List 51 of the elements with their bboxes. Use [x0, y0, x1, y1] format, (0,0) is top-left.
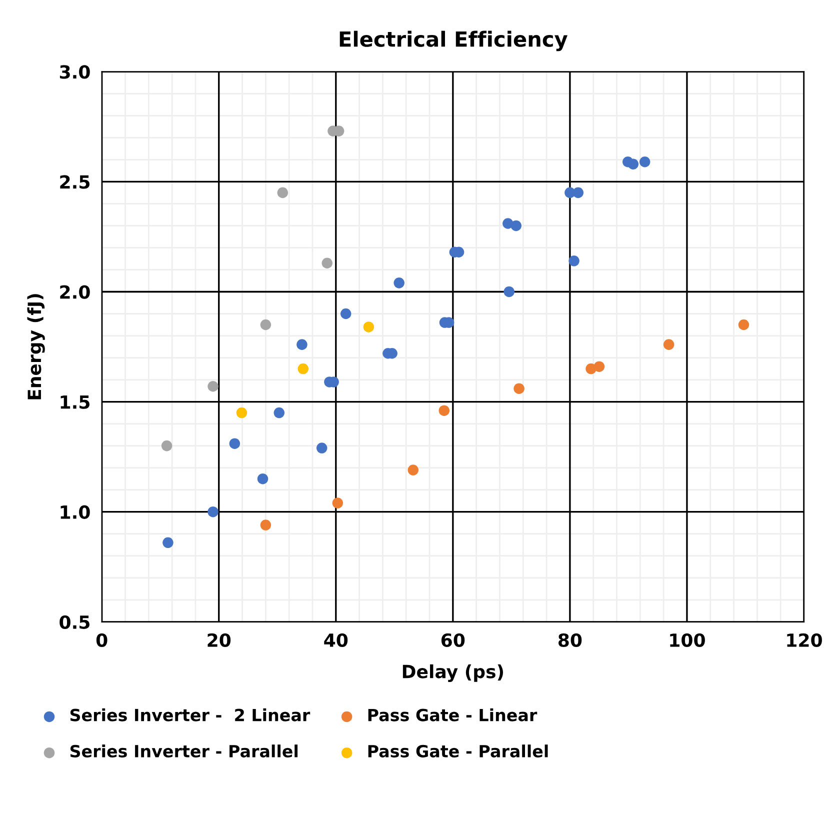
x-tick-label: 100 — [670, 633, 705, 647]
point — [208, 506, 218, 518]
point — [568, 256, 580, 266]
point — [340, 308, 352, 320]
legend-label: Pass Gate - Parallel — [368, 744, 548, 758]
point — [296, 339, 308, 350]
point — [504, 286, 514, 298]
point — [298, 363, 309, 374]
x-tick-label: 20 — [208, 633, 231, 647]
point — [260, 319, 272, 330]
point — [257, 473, 268, 484]
point — [663, 339, 674, 350]
y-axis-title: Energy (fJ) — [27, 294, 45, 400]
y-tick-label: 2.5 — [60, 175, 90, 189]
point — [316, 442, 328, 454]
y-tick-label: 3.0 — [60, 65, 90, 79]
legend-label: Pass Gate - Linear — [368, 708, 538, 722]
point — [260, 520, 272, 530]
x-axis-title: Delay (ps) — [402, 664, 503, 682]
point — [628, 158, 639, 170]
point — [162, 537, 174, 548]
point — [510, 220, 522, 232]
point — [229, 438, 240, 449]
point — [408, 464, 419, 476]
y-tick-label: 1.0 — [60, 505, 90, 519]
x-tick-label: 0 — [96, 633, 108, 647]
point — [594, 361, 605, 372]
point — [738, 319, 750, 330]
point — [514, 383, 524, 394]
legend-label: Series Inverter - 2 Linear — [70, 708, 310, 722]
point — [274, 407, 285, 418]
point — [394, 278, 404, 288]
point — [322, 258, 332, 269]
legend-label: Series Inverter - Parallel — [70, 744, 298, 758]
x-tick-label: 120 — [787, 633, 822, 647]
point — [438, 405, 450, 416]
point — [161, 440, 172, 452]
point — [236, 407, 248, 418]
point — [332, 498, 344, 508]
y-tick-label: 2.0 — [60, 285, 90, 299]
point — [208, 381, 218, 392]
y-tick-label: 1.5 — [60, 395, 90, 409]
point — [277, 187, 288, 198]
y-tick-label: 0.5 — [60, 615, 90, 630]
x-tick-label: 60 — [441, 633, 465, 647]
x-tick-label: 40 — [324, 633, 348, 647]
chart-title: Electrical Efficiency — [340, 30, 568, 52]
x-tick-label: 80 — [558, 633, 582, 647]
point — [363, 322, 374, 332]
point — [639, 156, 650, 168]
point — [572, 187, 584, 198]
